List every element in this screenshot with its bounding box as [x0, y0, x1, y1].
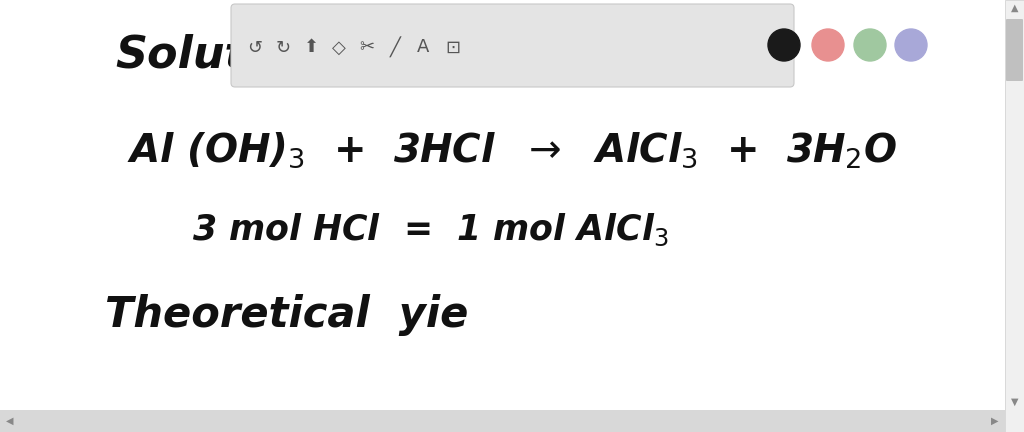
FancyBboxPatch shape — [1006, 19, 1023, 81]
FancyBboxPatch shape — [231, 4, 794, 87]
Text: ⊡: ⊡ — [445, 38, 461, 57]
Text: ↺: ↺ — [248, 38, 262, 57]
Text: ◇: ◇ — [332, 38, 346, 57]
Circle shape — [812, 29, 844, 61]
Text: ▲: ▲ — [1011, 3, 1018, 13]
Text: ⬆: ⬆ — [303, 38, 318, 57]
Circle shape — [768, 29, 800, 61]
Circle shape — [895, 29, 927, 61]
Text: Theoretical  yie: Theoretical yie — [105, 294, 468, 336]
Text: Al (OH)$_3$  +  3HCl  $\rightarrow$  AlCl$_3$  +  3H$_2$O: Al (OH)$_3$ + 3HCl $\rightarrow$ AlCl$_3… — [127, 130, 897, 170]
Text: ╱: ╱ — [389, 37, 400, 58]
Bar — [0, 410, 1005, 432]
Circle shape — [854, 29, 886, 61]
Text: ◀: ◀ — [6, 416, 13, 426]
Bar — [1005, 0, 1024, 432]
Text: Solutic: Solutic — [115, 34, 288, 76]
Text: ✂: ✂ — [359, 38, 375, 57]
Text: 3 mol HCl  =  1 mol AlCl$_3$: 3 mol HCl = 1 mol AlCl$_3$ — [191, 212, 669, 248]
Text: A: A — [417, 38, 429, 57]
Text: ▼: ▼ — [1011, 397, 1018, 407]
Text: ▶: ▶ — [991, 416, 998, 426]
Text: ↻: ↻ — [275, 38, 291, 57]
